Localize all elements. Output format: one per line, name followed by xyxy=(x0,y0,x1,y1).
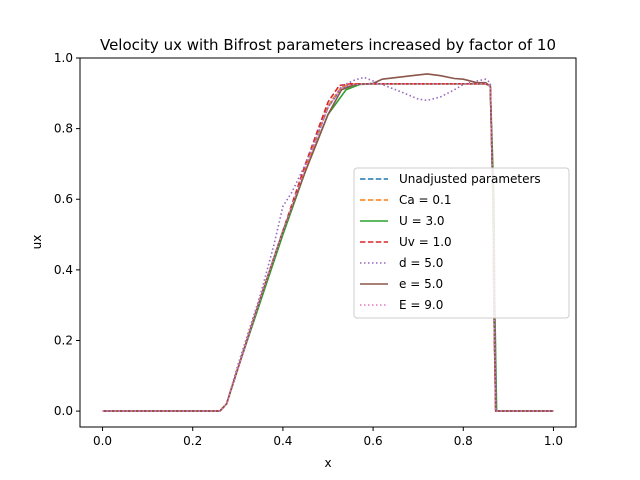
legend-box xyxy=(353,167,570,319)
series-line-6 xyxy=(102,73,554,412)
legend-label-6: e = 5.0 xyxy=(399,277,443,291)
x-axis-ticks: 0.0 0.2 0.4 0.6 0.8 1.0 xyxy=(93,427,563,448)
y-tick-label: 0.6 xyxy=(54,192,73,206)
series-line-7 xyxy=(102,83,554,412)
x-tick-label: 0.6 xyxy=(364,434,383,448)
legend-label-3: U = 3.0 xyxy=(399,214,445,228)
legend-label-4: Uv = 1.0 xyxy=(399,235,452,249)
y-tick-label: 0.2 xyxy=(54,333,73,347)
series-line-5 xyxy=(102,76,554,412)
x-axis-label: x xyxy=(324,456,331,470)
y-tick-label: 0.8 xyxy=(54,122,73,136)
x-tick-label: 0.2 xyxy=(183,434,202,448)
legend-label-1: Unadjusted parameters xyxy=(399,172,541,186)
legend-label-7: E = 9.0 xyxy=(399,298,443,312)
y-tick-label: 0.0 xyxy=(54,404,73,418)
y-tick-label: 1.0 xyxy=(54,51,73,65)
x-tick-label: 0.0 xyxy=(93,434,112,448)
plot-frame xyxy=(79,57,577,428)
legend: Unadjusted parameters Ca = 0.1 U = 3.0 Uv =… xyxy=(353,167,570,319)
chart-title: Velocity ux with Bifrost parameters incr… xyxy=(100,36,556,54)
x-tick-label: 0.8 xyxy=(454,434,473,448)
legend-label-2: Ca = 0.1 xyxy=(399,193,452,207)
x-tick-label: 1.0 xyxy=(544,434,563,448)
y-axis-ticks: 0.0 0.2 0.4 0.6 0.8 1.0 xyxy=(54,51,80,418)
legend-label-5: d = 5.0 xyxy=(399,256,443,270)
y-tick-label: 0.4 xyxy=(54,263,73,277)
x-tick-label: 0.4 xyxy=(273,434,292,448)
y-axis-label: ux xyxy=(30,235,44,250)
